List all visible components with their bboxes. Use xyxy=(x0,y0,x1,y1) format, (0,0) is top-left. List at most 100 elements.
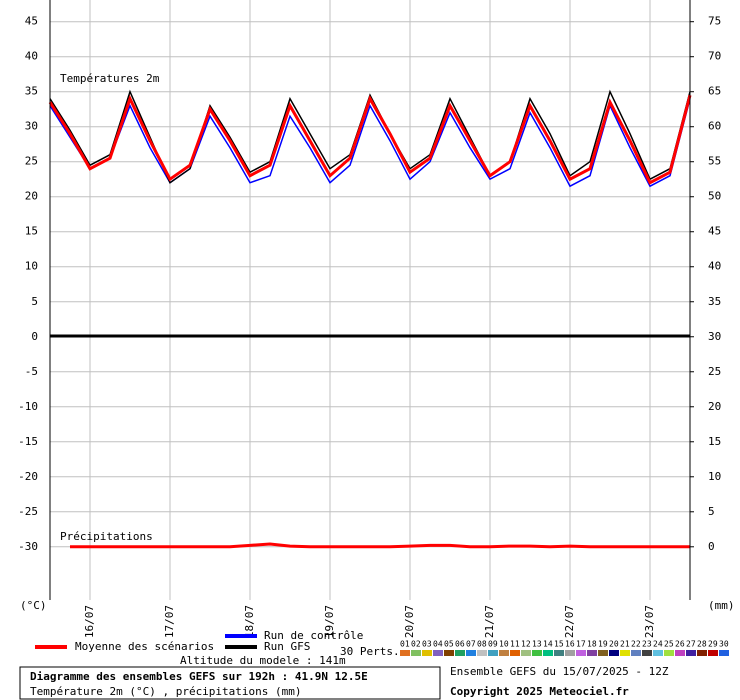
perturbation-swatch xyxy=(510,650,520,656)
perturbation-label: 06 xyxy=(455,640,465,649)
y-tick-label: 25 xyxy=(25,155,38,168)
chart-subtitle: Température 2m (°C) , précipitations (mm… xyxy=(30,685,302,698)
perturbation-label: 18 xyxy=(587,640,597,649)
perturbation-label: 21 xyxy=(620,640,630,649)
perturbation-label: 10 xyxy=(499,640,509,649)
perturbation-label: 16 xyxy=(565,640,575,649)
y-tick-label: -20 xyxy=(18,470,38,483)
perturbation-swatch xyxy=(433,650,443,656)
y2-tick-label: 45 xyxy=(708,225,721,238)
x-tick-label: 21/07 xyxy=(483,605,496,638)
title-box xyxy=(19,666,441,700)
x-tick-label: 18/07 xyxy=(243,605,256,638)
y2-tick-label: 65 xyxy=(708,85,721,98)
y-tick-label: 35 xyxy=(25,85,38,98)
perturbation-label: 26 xyxy=(675,640,685,649)
perturbation-label: 05 xyxy=(444,640,454,649)
run-info: Ensemble GEFS du 15/07/2025 - 12Z xyxy=(450,665,669,678)
perturbation-label: 01 xyxy=(400,640,410,649)
perturbation-swatch xyxy=(620,650,630,656)
y-tick-label: 15 xyxy=(25,225,38,238)
perturbation-swatch xyxy=(444,650,454,656)
perturbation-label: 22 xyxy=(631,640,641,649)
perturbation-swatch xyxy=(521,650,531,656)
y-tick-label: 45 xyxy=(25,15,38,28)
perturbation-label: 28 xyxy=(697,640,707,649)
perturbation-label: 24 xyxy=(653,640,663,649)
legend-label: Run de contrôle xyxy=(264,629,363,642)
perturbations-label: 30 Perts. xyxy=(340,645,400,658)
chart-title: Diagramme des ensembles GEFS sur 192h : … xyxy=(30,670,368,683)
y-tick-label: 40 xyxy=(25,50,38,63)
legend-label: Run GFS xyxy=(264,640,310,653)
y-tick-label: -25 xyxy=(18,505,38,518)
y2-tick-label: 5 xyxy=(708,505,715,518)
y2-tick-label: 40 xyxy=(708,260,721,273)
perturbation-swatch xyxy=(477,650,487,656)
y-tick-label: 20 xyxy=(25,190,38,203)
perturbation-label: 19 xyxy=(598,640,608,649)
perturbation-swatch xyxy=(488,650,498,656)
grid xyxy=(50,0,690,600)
perturbation-swatch xyxy=(499,650,509,656)
perturbation-label: 27 xyxy=(686,640,696,649)
perturbation-label: 14 xyxy=(543,640,553,649)
perturbation-swatch xyxy=(576,650,586,656)
series-line xyxy=(70,542,690,549)
y2-tick-label: 30 xyxy=(708,330,721,343)
y2-tick-label: 10 xyxy=(708,470,721,483)
perturbation-swatch xyxy=(697,650,707,656)
y-axis-label: (°C) xyxy=(20,599,47,612)
perturbation-swatch xyxy=(598,650,608,656)
y2-tick-label: 60 xyxy=(708,120,721,133)
perturbation-label: 23 xyxy=(642,640,652,649)
series-line xyxy=(48,94,692,185)
x-tick-label: 20/07 xyxy=(403,605,416,638)
y2-tick-label: 0 xyxy=(708,540,715,553)
y-tick-label: -5 xyxy=(25,365,38,378)
y2-tick-label: 50 xyxy=(708,190,721,203)
y-tick-label: 0 xyxy=(31,330,38,343)
perturbation-swatch xyxy=(422,650,432,656)
perturbation-label: 08 xyxy=(477,640,487,649)
y-tick-label: -30 xyxy=(18,540,38,553)
series-line xyxy=(49,98,691,188)
perturbation-swatch xyxy=(411,650,421,656)
legend-label: Moyenne des scénarios xyxy=(75,640,214,653)
perturbation-swatch xyxy=(675,650,685,656)
perturbation-label: 07 xyxy=(466,640,476,649)
perturbation-label: 25 xyxy=(664,640,674,649)
y2-axis-label: (mm) xyxy=(708,599,735,612)
copyright: Copyright 2025 Meteociel.fr xyxy=(450,685,629,698)
y-tick-label: 30 xyxy=(25,120,38,133)
perturbation-swatch xyxy=(653,650,663,656)
perturbation-swatch xyxy=(587,650,597,656)
y2-tick-label: 20 xyxy=(708,400,721,413)
perturbation-label: 30 xyxy=(719,640,729,649)
y-tick-label: 10 xyxy=(25,260,38,273)
perturbation-swatch xyxy=(719,650,729,656)
perturbation-label: 15 xyxy=(554,640,564,649)
y-tick-label: -15 xyxy=(18,435,38,448)
y2-tick-label: 35 xyxy=(708,295,721,308)
panel-label: Températures 2m xyxy=(60,72,160,85)
perturbation-swatch xyxy=(708,650,718,656)
perturbation-swatch xyxy=(642,650,652,656)
perturbation-swatch xyxy=(664,650,674,656)
perturbation-label: 29 xyxy=(708,640,718,649)
y2-tick-label: 55 xyxy=(708,155,721,168)
perturbation-label: 11 xyxy=(510,640,520,649)
y-tick-label: -10 xyxy=(18,400,38,413)
marks xyxy=(48,89,692,549)
x-tick-label: 16/07 xyxy=(83,605,96,638)
perturbation-label: 12 xyxy=(521,640,531,649)
perturbation-swatch xyxy=(543,650,553,656)
panel-label: Précipitations xyxy=(60,530,153,543)
perturbation-swatch xyxy=(532,650,542,656)
perturbation-swatch xyxy=(609,650,619,656)
y-tick-label: 5 xyxy=(31,295,38,308)
y2-tick-label: 15 xyxy=(708,435,721,448)
altitude-note: Altitude du modele : 141m xyxy=(180,654,346,667)
perturbation-swatch xyxy=(631,650,641,656)
